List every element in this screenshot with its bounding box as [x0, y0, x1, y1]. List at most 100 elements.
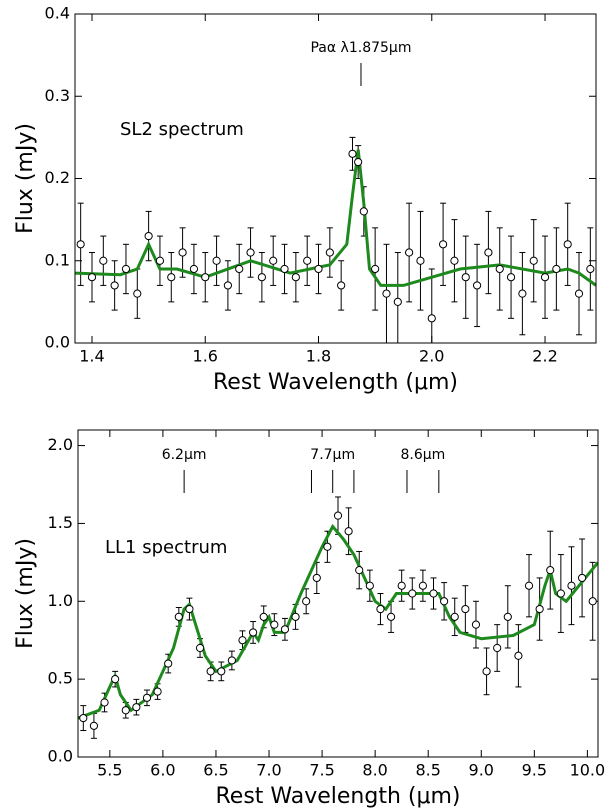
data-point — [212, 256, 221, 265]
y-axis-label: Flux (mJy) — [13, 538, 38, 649]
data-point — [206, 667, 215, 676]
data-point — [178, 248, 187, 257]
x-axis-label: Rest Wavelength (μm) — [215, 784, 460, 809]
spectrum-label: SL2 spectrum — [120, 119, 244, 140]
plot-frame — [77, 429, 599, 758]
data-point — [529, 256, 538, 265]
data-point — [393, 297, 402, 306]
data-point — [471, 620, 481, 629]
x-tick-label: 6.0 — [150, 761, 175, 780]
data-point — [227, 656, 236, 665]
data-point — [155, 256, 165, 265]
data-point — [291, 612, 300, 621]
y-tick-label: 0.0 — [45, 333, 70, 352]
data-point — [574, 289, 584, 298]
data-point — [235, 264, 244, 274]
data-point — [503, 612, 512, 621]
annotation: 7.7μm — [310, 447, 355, 463]
data-point — [524, 581, 534, 590]
x-tick-label: 1.4 — [79, 347, 104, 366]
data-point — [153, 687, 162, 696]
x-tick-label: 5.5 — [97, 761, 122, 780]
data-point — [586, 264, 595, 274]
data-point — [280, 625, 290, 634]
data-point — [189, 264, 199, 274]
data-point — [314, 264, 323, 274]
y-tick-label: 1.5 — [48, 513, 73, 532]
data-point — [174, 612, 183, 621]
data-point — [495, 264, 504, 274]
annotation: 6.2μm — [162, 447, 207, 463]
data-point — [195, 643, 205, 653]
x-tick-label: 10.0 — [570, 761, 606, 780]
data-point — [450, 256, 459, 265]
data-point — [359, 207, 368, 216]
data-point — [121, 706, 130, 715]
model-line — [78, 523, 598, 720]
y-tick-label: 1.0 — [48, 591, 73, 610]
data-point — [325, 248, 334, 257]
data-point — [344, 527, 353, 536]
data-point — [121, 264, 131, 274]
y-tick-label: 0.1 — [45, 250, 70, 269]
y-tick-label: 0.5 — [48, 669, 73, 688]
model-line — [75, 149, 596, 287]
x-tick-label: 2.2 — [532, 347, 557, 366]
data-point — [472, 281, 482, 290]
data-point — [440, 597, 449, 606]
x-tick-label: 2.0 — [419, 347, 444, 366]
data-point — [302, 597, 311, 606]
data-point — [249, 628, 258, 637]
x-tick-label: 9.0 — [469, 761, 494, 780]
data-point — [132, 703, 141, 712]
data-point — [567, 581, 576, 590]
data-point — [259, 612, 268, 621]
data-point — [164, 659, 173, 668]
x-tick-label: 8.0 — [362, 761, 387, 780]
data-point — [408, 589, 417, 598]
x-tick-label: 8.5 — [415, 761, 440, 780]
x-axis-label: Rest Wavelength (μm) — [213, 370, 458, 395]
spectrum-label: LL1 spectrum — [105, 537, 227, 558]
data-point — [142, 693, 152, 702]
data-point — [371, 264, 380, 274]
data-point — [577, 573, 587, 583]
data-point — [337, 281, 346, 290]
data-point — [461, 273, 470, 282]
data-point — [397, 581, 406, 590]
data-point — [376, 604, 385, 614]
data-point — [461, 604, 470, 614]
data-point — [89, 721, 99, 730]
data-point — [355, 566, 364, 575]
data-point — [418, 581, 427, 590]
data-point — [588, 597, 597, 606]
y-tick-label: 0.3 — [45, 86, 70, 105]
y-tick-label: 0.0 — [48, 747, 73, 766]
data-point — [223, 281, 233, 290]
data-point — [185, 604, 194, 614]
data-point — [144, 231, 153, 241]
data-point — [365, 581, 374, 590]
data-point — [493, 643, 502, 653]
annotation: Paα λ1.875μm — [310, 40, 411, 56]
data-point — [450, 612, 459, 621]
y-tick-label: 2.0 — [48, 435, 73, 454]
data-point — [269, 256, 278, 265]
data-point — [323, 542, 332, 551]
data-point — [518, 289, 527, 298]
data-point — [482, 667, 491, 676]
data-point — [382, 289, 391, 298]
data-point — [535, 604, 544, 614]
data-point — [556, 589, 565, 598]
data-point — [99, 256, 108, 265]
data-point — [563, 240, 572, 249]
data-point — [416, 256, 425, 265]
data-point — [540, 273, 550, 282]
data-point — [429, 589, 438, 598]
x-tick-label: 1.8 — [306, 347, 331, 366]
x-tick-label: 1.6 — [193, 347, 218, 366]
data-point — [354, 157, 363, 167]
data-point — [546, 566, 555, 575]
data-point — [552, 264, 561, 274]
